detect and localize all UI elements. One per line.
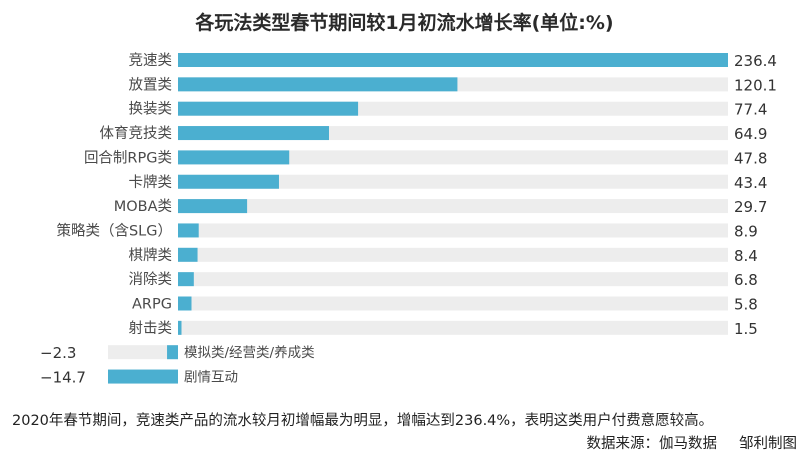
bar-4	[178, 150, 290, 165]
bar-track-6	[178, 199, 728, 214]
category-label-6: MOBA类	[114, 198, 172, 215]
bar-7	[178, 223, 199, 238]
bar-chart: 竞速类 236.4 放置类 120.1 换装类 77.4 体育竞技类 64.9 回合制RPG类 4…	[40, 51, 777, 387]
bar-1	[178, 77, 458, 92]
bar-11	[178, 320, 182, 335]
bar-12	[167, 345, 178, 360]
value-label-2: 77.4	[734, 101, 767, 119]
value-label-6: 29.7	[734, 198, 767, 216]
bar-0	[178, 53, 728, 67]
category-label-11: 射击类	[129, 320, 173, 337]
chart-footnote: 2020年春节期间，竞速类产品的流水较月初增幅最为明显，增幅达到236.4%，表…	[12, 413, 714, 429]
bar-5	[178, 174, 279, 189]
value-label-8: 8.4	[734, 247, 758, 265]
value-label-12: −2.3	[40, 344, 76, 362]
category-label-8: 棋牌类	[129, 247, 173, 264]
bar-track-8	[178, 247, 728, 262]
value-label-13: −14.7	[40, 369, 86, 387]
bar-13	[108, 369, 178, 384]
value-label-3: 64.9	[734, 125, 767, 143]
bar-track-11	[178, 320, 728, 335]
bar-2	[178, 101, 359, 116]
category-label-5: 卡牌类	[129, 174, 173, 191]
value-label-9: 6.8	[734, 271, 758, 289]
bar-track-4	[178, 150, 728, 165]
bar-6	[178, 199, 248, 214]
chart-title: 各玩法类型春节期间较1月初流水增长率(单位:%)	[195, 12, 614, 34]
bar-8	[178, 247, 198, 262]
bar-9	[178, 272, 194, 287]
category-label-4: 回合制RPG类	[84, 149, 172, 166]
value-label-7: 8.9	[734, 222, 758, 240]
category-label-7: 策略类（含SLG）	[56, 222, 172, 239]
bar-10	[178, 296, 192, 311]
bar-track-7	[178, 223, 728, 238]
category-label-0: 竞速类	[129, 51, 173, 69]
value-label-10: 5.8	[734, 296, 758, 314]
bar-track-12	[108, 345, 178, 360]
value-label-0: 236.4	[734, 52, 777, 70]
chart-credit: 邹利制图	[739, 436, 797, 452]
category-label-9: 消除类	[129, 271, 173, 288]
category-label-12: 模拟类/经营类/养成类	[184, 345, 315, 361]
data-source: 数据来源：伽马数据	[586, 436, 718, 452]
category-label-10: ARPG	[132, 297, 172, 313]
value-label-1: 120.1	[734, 76, 777, 94]
category-label-2: 换装类	[129, 101, 173, 118]
category-label-3: 体育竞技类	[100, 124, 173, 142]
bar-3	[178, 126, 329, 141]
bar-track-5	[178, 174, 728, 189]
value-label-5: 43.4	[734, 174, 767, 192]
value-label-11: 1.5	[734, 320, 758, 338]
value-label-4: 47.8	[734, 149, 767, 167]
bar-track-9	[178, 272, 728, 287]
source-line: 数据来源：伽马数据 邹利制图	[587, 432, 798, 453]
category-label-13: 剧情互动	[184, 370, 238, 386]
bar-track-10	[178, 296, 728, 311]
category-label-1: 放置类	[129, 76, 173, 93]
